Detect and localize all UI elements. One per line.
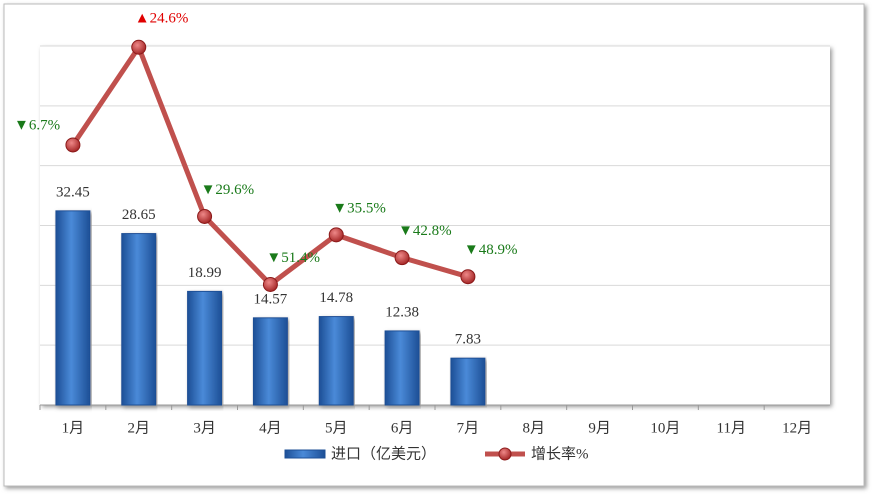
- bar: [384, 330, 420, 406]
- data-label: ▼6.7%: [14, 117, 60, 133]
- x-tick-label: 3月: [193, 420, 216, 436]
- data-label: ▲24.6%: [135, 11, 189, 27]
- data-label: 14.57: [254, 291, 288, 307]
- line-marker: [65, 137, 81, 153]
- data-label: ▼51.4%: [266, 250, 320, 266]
- x-tick-label: 6月: [391, 420, 414, 436]
- data-label: 7.83: [455, 332, 481, 348]
- x-tick-label: 2月: [127, 420, 150, 436]
- bar: [187, 290, 223, 406]
- line-marker: [197, 208, 213, 224]
- line-marker: [262, 277, 278, 293]
- bar: [318, 316, 354, 406]
- line-marker: [328, 227, 344, 243]
- data-label: ▼29.6%: [201, 182, 255, 198]
- data-label: ▼42.8%: [398, 223, 452, 239]
- data-label: ▼35.5%: [332, 200, 386, 216]
- line-marker: [460, 269, 476, 285]
- data-label: 28.65: [122, 207, 156, 223]
- legend-label: 进口（亿美元）: [331, 445, 436, 462]
- data-label: ▼48.9%: [464, 242, 518, 258]
- legend-swatch: [284, 449, 326, 459]
- data-label: 32.45: [56, 184, 90, 200]
- line-marker: [131, 39, 147, 55]
- x-tick-label: 7月: [457, 420, 480, 436]
- line-marker: [394, 250, 410, 266]
- x-tick-label: 9月: [588, 420, 611, 436]
- x-tick-label: 10月: [650, 420, 680, 436]
- bar: [450, 357, 486, 406]
- x-tick-label: 5月: [325, 420, 348, 436]
- x-tick-label: 1月: [62, 420, 85, 436]
- bar: [55, 210, 91, 406]
- data-label: 12.38: [385, 304, 419, 320]
- x-tick-label: 8月: [522, 420, 545, 436]
- legend-swatch: [498, 447, 512, 461]
- data-label: 14.78: [319, 290, 353, 306]
- bar: [252, 317, 288, 406]
- x-tick-label: 4月: [259, 420, 282, 436]
- legend-label: 增长率%: [531, 445, 589, 462]
- x-tick-label: 11月: [717, 420, 746, 436]
- x-tick-label: 12月: [782, 420, 812, 436]
- data-label: 18.99: [188, 265, 222, 281]
- bar: [121, 233, 157, 406]
